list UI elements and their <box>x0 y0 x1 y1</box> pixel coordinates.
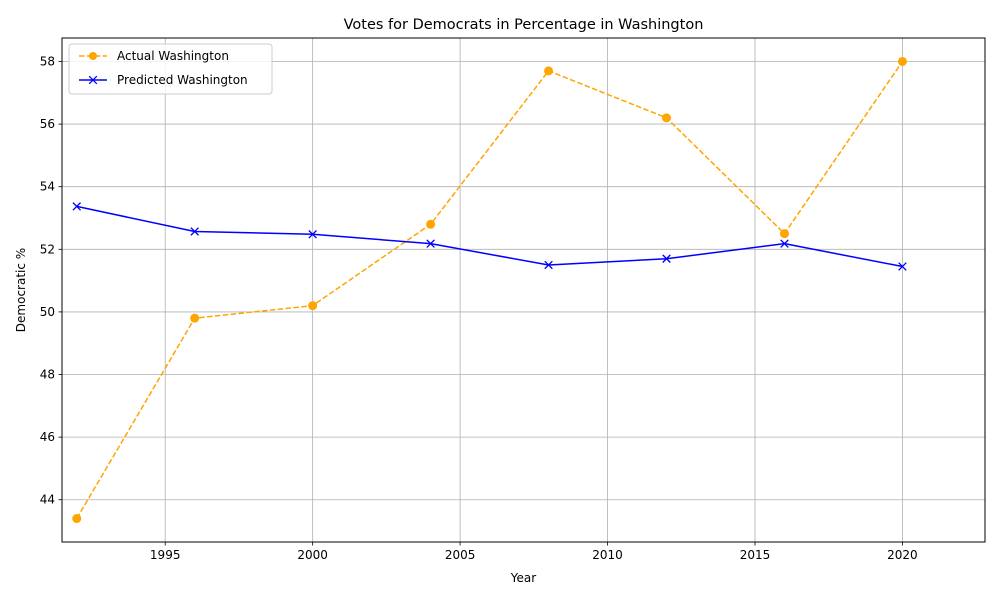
x-tick-label: 2020 <box>887 548 918 562</box>
legend-label: Predicted Washington <box>117 73 248 87</box>
data-point <box>544 66 554 76</box>
y-tick-label: 46 <box>40 430 55 444</box>
x-tick-label: 2010 <box>592 548 623 562</box>
chart-title: Votes for Democrats in Percentage in Was… <box>344 17 704 33</box>
y-tick-label: 54 <box>40 180 55 194</box>
data-point <box>898 262 907 271</box>
data-point <box>72 202 82 211</box>
legend-marker <box>88 75 98 85</box>
y-axis-label: Democratic % <box>14 248 28 332</box>
series-actual <box>72 56 907 524</box>
data-point <box>308 301 318 311</box>
data-point <box>190 313 200 323</box>
series-line <box>76 61 904 519</box>
y-tick-label: 56 <box>40 117 55 131</box>
x-tick-label: 2005 <box>445 548 476 562</box>
data-point <box>308 230 317 239</box>
x-tick-label: 2000 <box>297 548 328 562</box>
x-tick-label: 1995 <box>150 548 181 562</box>
data-point <box>190 227 199 236</box>
x-axis-label: Year <box>510 571 536 585</box>
grid <box>62 38 985 542</box>
legend-box <box>68 43 273 95</box>
data-point <box>662 254 671 263</box>
data-point <box>780 239 789 248</box>
legend: Actual Washington Predicted Washington <box>68 43 273 95</box>
data-point <box>72 514 82 524</box>
y-tick-label: 58 <box>40 54 55 68</box>
data-point <box>662 113 672 123</box>
x-tick-label: 2015 <box>740 548 771 562</box>
series-layer <box>72 56 907 524</box>
y-tick-label: 44 <box>40 493 55 507</box>
data-point <box>426 219 436 229</box>
legend-marker <box>89 52 97 60</box>
y-tick-label: 48 <box>40 368 55 382</box>
axis-ticks: 1995 2000 2005 2010 2015 2020 44 46 48 50 52 54 56 58 <box>40 54 918 562</box>
series-line <box>76 205 903 268</box>
data-point <box>426 239 435 248</box>
data-point <box>779 229 789 239</box>
plot-frame <box>61 37 986 543</box>
legend-label: Actual Washington <box>117 49 229 63</box>
y-tick-label: 52 <box>40 242 55 256</box>
y-tick-label: 50 <box>40 305 55 319</box>
series-predicted <box>72 202 907 271</box>
data-point <box>897 56 907 66</box>
data-point <box>544 260 553 270</box>
